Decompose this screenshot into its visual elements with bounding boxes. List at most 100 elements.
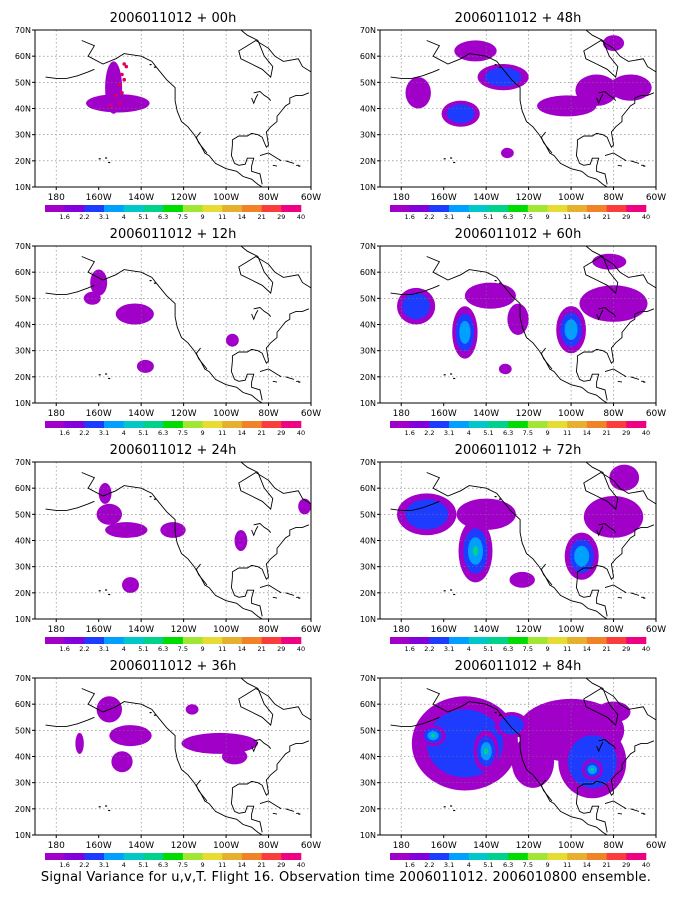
colorbar-label: 4 [122, 645, 126, 653]
colorbar-swatch [45, 205, 65, 212]
colorbar-swatch [182, 637, 203, 644]
x-tick-label: 140W [473, 409, 499, 419]
colorbar-swatch [84, 853, 105, 860]
colorbar-swatch [508, 205, 529, 212]
variance-blob [564, 319, 578, 341]
x-tick-label: 80W [258, 625, 278, 635]
colorbar-label: 2.2 [424, 213, 434, 221]
colorbar-label: 29 [622, 861, 630, 869]
colorbar-label: 7.5 [178, 213, 188, 221]
colorbar-swatch [123, 637, 144, 644]
coastline [630, 160, 640, 164]
colorbar-label: 4 [467, 645, 471, 653]
island [153, 282, 156, 284]
colorbar-swatch [488, 421, 509, 428]
x-tick-label: 60W [301, 193, 321, 203]
island [298, 813, 301, 815]
colorbar-label: 21 [602, 861, 610, 869]
map-panel: 2006011012 + 84h 10N 20N 30N 40N 50N 60N 70N 180… [360, 659, 666, 869]
colorbar-label: 1.6 [405, 861, 415, 869]
colorbar-label: 7.5 [178, 861, 188, 869]
y-tick-label: 60N [360, 52, 376, 61]
x-tick-label: 180 [48, 625, 65, 635]
variance-blob [579, 285, 648, 322]
x-tick-label: 60W [646, 841, 666, 851]
variance-blob [105, 522, 148, 538]
colorbar-swatch [508, 637, 529, 644]
coastline [617, 380, 623, 383]
colorbar-label: 5.1 [138, 429, 148, 437]
colorbar-swatch [547, 637, 568, 644]
coastline [253, 91, 272, 101]
colorbar-label: 11 [563, 645, 571, 653]
colorbar-label: 29 [277, 213, 285, 221]
colorbar-label: 1.6 [405, 645, 415, 653]
y-tick-label: 20N [15, 373, 31, 382]
colorbar-label: 9 [545, 213, 549, 221]
variance-blob [596, 701, 631, 723]
coastline [540, 563, 553, 586]
coastline [583, 678, 656, 726]
y-tick-label: 40N [360, 321, 376, 330]
colorbar-swatch [527, 205, 548, 212]
colorbar-swatch [84, 637, 105, 644]
colorbar-swatch [390, 637, 410, 644]
island [498, 66, 501, 68]
colorbar-label: 29 [622, 429, 630, 437]
coastline [253, 739, 272, 749]
coastline [230, 793, 263, 833]
coastline [45, 716, 95, 727]
y-tick-label: 30N [360, 131, 376, 140]
colorbar-swatch [222, 205, 243, 212]
variance-blob [509, 571, 535, 588]
colorbar-swatch [547, 205, 568, 212]
colorbar-swatch [449, 421, 470, 428]
colorbar-label: 4 [467, 213, 471, 221]
x-tick-label: 160W [86, 841, 112, 851]
coastline [576, 740, 655, 796]
y-tick-label: 60N [15, 484, 31, 493]
colorbar-label: 1.6 [60, 645, 70, 653]
x-tick-label: 120W [516, 193, 542, 203]
colorbar-label: 4 [467, 429, 471, 437]
coastline [426, 40, 609, 187]
colorbar-swatch [409, 205, 430, 212]
island [105, 373, 108, 375]
colorbar-label: 11 [218, 429, 226, 437]
colorbar-swatch [222, 637, 243, 644]
x-tick-label: 60W [301, 841, 321, 851]
y-tick-label: 20N [15, 589, 31, 598]
colorbar-label: 40 [297, 645, 305, 653]
y-tick-label: 10N [15, 615, 31, 624]
colorbar-swatch [261, 853, 282, 860]
y-tick-label: 40N [15, 321, 31, 330]
coastline [390, 716, 440, 727]
variance-blob [484, 67, 522, 87]
coastline [596, 525, 604, 537]
colorbar-label: 3.1 [444, 861, 454, 869]
colorbar-swatch [143, 637, 164, 644]
observation-point [109, 104, 114, 108]
y-tick-label: 70N [360, 26, 376, 35]
colorbar-swatch [626, 205, 647, 212]
colorbar-swatch [626, 853, 647, 860]
colorbar-swatch [222, 853, 243, 860]
x-tick-label: 180 [393, 193, 410, 203]
island [494, 712, 497, 714]
coastline [272, 164, 278, 167]
island [298, 381, 301, 383]
island [450, 805, 453, 807]
colorbar-swatch [241, 205, 262, 212]
coastline [583, 30, 656, 78]
x-tick-label: 140W [473, 841, 499, 851]
colorbar-label: 21 [257, 429, 265, 437]
island [453, 377, 456, 380]
coastline [575, 145, 608, 185]
colorbar-swatch [449, 205, 470, 212]
y-tick-label: 20N [15, 805, 31, 814]
colorbar-label: 21 [257, 213, 265, 221]
variance-blob [111, 751, 133, 773]
coastline [575, 361, 608, 401]
colorbar-label: 6.3 [158, 645, 168, 653]
coastline [238, 462, 311, 510]
